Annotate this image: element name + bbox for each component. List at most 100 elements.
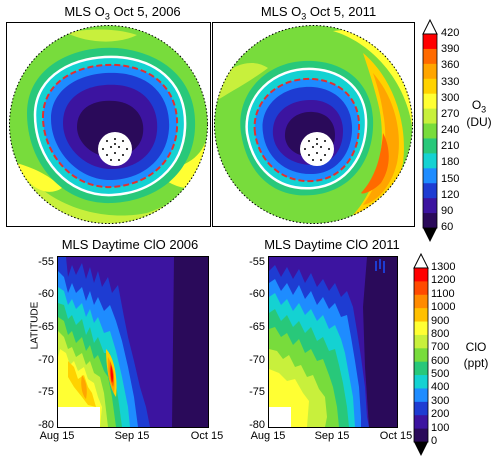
- ozone-colorbar: [422, 18, 438, 242]
- ozone-colorbar-label: O3: [471, 98, 487, 115]
- colorbar-top-cap: [422, 18, 438, 35]
- colorbar-tick-label: 600: [431, 354, 450, 367]
- colorbar-swatch: [423, 168, 437, 184]
- clo-region-2006: [81, 375, 87, 399]
- y-tick-label: -60: [38, 288, 54, 301]
- colorbar-swatch: [423, 138, 437, 154]
- colorbar-tick-label: 1200: [431, 274, 456, 287]
- colorbar-tick-label: 120: [441, 188, 460, 201]
- colorbar-tick-label: 300: [441, 91, 460, 104]
- colorbar-swatch: [423, 198, 437, 214]
- colorbar-swatch: [423, 48, 437, 65]
- map-2011-title: MLS O3 Oct 5, 2011: [260, 4, 377, 22]
- clo-colorbar: [413, 252, 429, 456]
- colorbar-tick-label: 0: [431, 435, 438, 447]
- colorbar-tick-label: 270: [441, 107, 460, 120]
- colorbar-outline: [413, 267, 429, 443]
- colorbar-swatch: [423, 108, 437, 125]
- colorbar-tick-label: 1000: [431, 301, 456, 314]
- x-tick-label: Oct 15: [190, 430, 224, 442]
- clo-2011-title: MLS Daytime ClO 2011: [264, 237, 400, 252]
- x-tick-label: Oct 15: [379, 430, 413, 442]
- colorbar-tick-label: 200: [431, 408, 450, 421]
- colorbar-tick-label: 420: [441, 27, 460, 39]
- clo-colorbar-unit: (ppt): [463, 356, 489, 370]
- colorbar-swatch: [414, 308, 428, 323]
- colorbar-swatch: [414, 428, 428, 443]
- map-2006-title: MLS O3 Oct 5, 2006: [64, 4, 181, 22]
- y-tick-label: -65: [38, 320, 54, 333]
- colorbar-swatch: [414, 388, 428, 403]
- x-tick-label: Sep 15: [314, 430, 350, 442]
- colorbar-tick-label: 390: [441, 43, 460, 56]
- y-tick-label: -80: [249, 419, 265, 431]
- colorbar-tick-label: 60: [441, 221, 454, 233]
- y-tick-label: -75: [249, 386, 265, 399]
- colorbar-swatch: [414, 294, 428, 309]
- clo-low-region: [363, 257, 397, 427]
- colorbar-tick-label: 100: [431, 421, 450, 434]
- colorbar-tick-label: 1300: [431, 261, 456, 273]
- vortex-contour-white: [33, 55, 187, 197]
- ozone-max: [363, 73, 399, 205]
- colorbar-tick-label: 900: [431, 314, 450, 327]
- colorbar-tick-label: 700: [431, 341, 450, 354]
- ozone-yellow-patch: [67, 29, 137, 42]
- globe-outline: [214, 25, 413, 224]
- colorbar-swatch: [414, 348, 428, 363]
- y-tick-label: -75: [38, 386, 54, 399]
- vortex-contour-white: [245, 67, 368, 190]
- colorbar-swatch: [414, 415, 428, 430]
- globe-outline: [9, 25, 208, 224]
- clo-plot-2011: [268, 256, 398, 428]
- y-tick-label: -70: [249, 353, 265, 366]
- colorbar-outline: [422, 33, 438, 229]
- ozone-max: [361, 133, 389, 194]
- ozone-yellow-patch: [17, 163, 62, 192]
- colorbar-swatch: [414, 268, 428, 282]
- colorbar-tick-label: 800: [431, 327, 450, 340]
- colorbar-swatch: [414, 321, 428, 336]
- colorbar-swatch: [414, 375, 428, 389]
- colorbar-swatch: [423, 183, 437, 199]
- ozone-map-2006: [6, 22, 211, 227]
- ozone-map-2011: [212, 22, 415, 227]
- colorbar-tick-label: 500: [431, 368, 450, 381]
- vortex-contour-red: [253, 77, 361, 183]
- colorbar-tick-label: 90: [441, 204, 454, 217]
- colorbar-tick-label: 360: [441, 59, 460, 72]
- colorbar-tick-label: 400: [431, 381, 450, 394]
- clo-colorbar-label: ClO: [465, 340, 487, 354]
- colorbar-tick-label: 240: [441, 124, 460, 136]
- colorbar-tick-label: 1100: [431, 287, 455, 300]
- clo-low-region: [172, 257, 208, 427]
- y-tick-label: -70: [38, 353, 54, 366]
- colorbar-tick-label: 150: [441, 172, 460, 185]
- vortex-contour-red: [41, 63, 179, 189]
- y-tick-label: -80: [38, 419, 54, 431]
- y-tick-label: -65: [249, 320, 265, 333]
- clo-streak: [375, 259, 385, 273]
- polar-gap-dots: [102, 138, 128, 161]
- colorbar-swatch: [423, 153, 437, 169]
- colorbar-swatch: [423, 78, 437, 95]
- clo-2006-title: MLS Daytime ClO 2006: [61, 237, 199, 252]
- colorbar-swatch: [414, 361, 428, 376]
- colorbar-tick-label: 180: [441, 156, 460, 169]
- y-tick-label: -60: [249, 288, 265, 301]
- colorbar-tick-label: 300: [431, 394, 450, 407]
- clo-plot-2006: [57, 256, 209, 428]
- colorbar-swatch: [423, 213, 437, 229]
- colorbar-swatch: [423, 63, 437, 80]
- x-tick-label: Aug 15: [39, 430, 75, 442]
- colorbar-swatch: [414, 281, 428, 296]
- y-tick-label: -55: [249, 255, 265, 268]
- y-tick-label: -55: [38, 255, 54, 268]
- ozone-high-band: [9, 153, 207, 224]
- colorbar-tick-label: 330: [441, 75, 460, 88]
- x-tick-label: Sep 15: [114, 430, 150, 442]
- colorbar-swatch: [414, 334, 428, 349]
- colorbar-bottom-cap: [414, 442, 428, 456]
- ozone-high-band: [333, 25, 413, 224]
- polar-gap-dots: [304, 138, 330, 161]
